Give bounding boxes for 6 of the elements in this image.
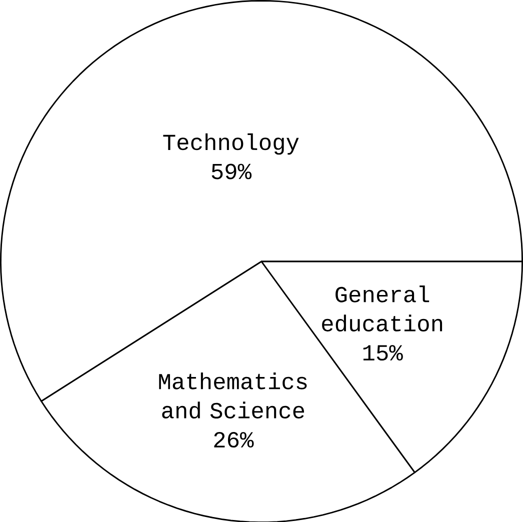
slice-label: Technology (163, 133, 299, 155)
data-label: 59% (212, 164, 252, 180)
data-label: 15% (363, 345, 403, 360)
data-label: 26% (214, 432, 254, 448)
slice-label: General education (322, 285, 442, 332)
slice-label: Mathematics and Science (159, 372, 307, 418)
